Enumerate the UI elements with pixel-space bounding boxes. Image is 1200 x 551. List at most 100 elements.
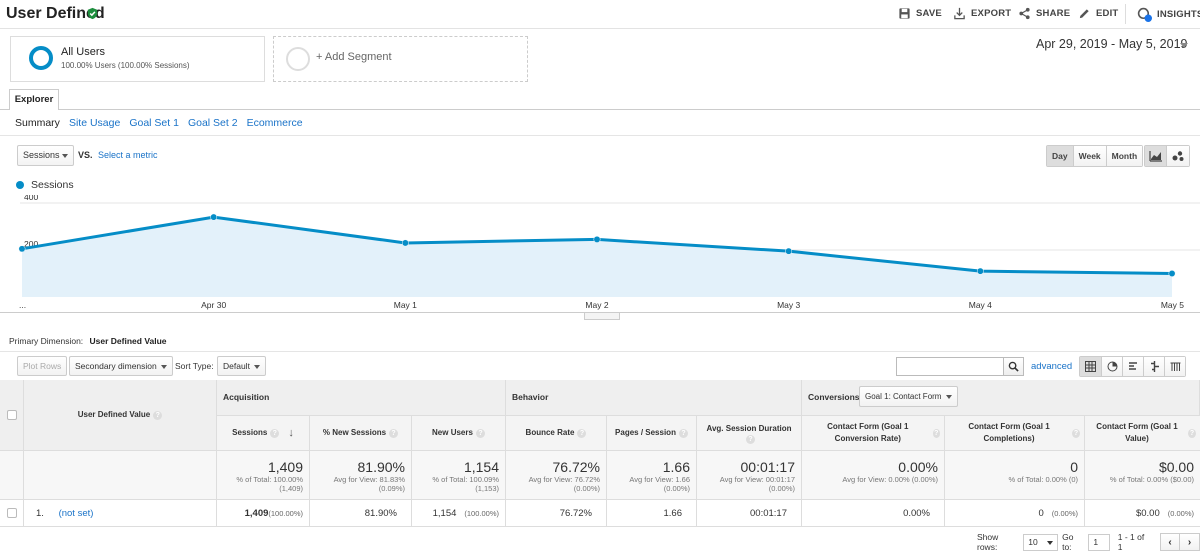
col-label: Contact Form (Goal 1 Completions) [968, 422, 1050, 443]
table-cell: 00:01:17 [697, 500, 802, 527]
show-rows-dropdown[interactable]: 10 [1023, 533, 1059, 551]
sort-type-value: Default [223, 361, 250, 371]
toolbar-divider [0, 351, 1200, 352]
totals-cell: 76.72% Avg for View: 76.72% (0.00%) [506, 451, 607, 500]
save-label: SAVE [916, 8, 942, 19]
primary-dimension-value[interactable]: User Defined Value [89, 336, 167, 346]
total-value: 1,409 [267, 459, 303, 475]
share-label: SHARE [1036, 8, 1071, 19]
total-detail: % of Total: 100.00% (1,409) [236, 475, 303, 493]
help-icon[interactable]: ? [746, 434, 755, 444]
period-week-button[interactable]: Week [1072, 146, 1106, 166]
col-sessions[interactable]: Sessions? ↓ [217, 416, 310, 451]
subtab-summary[interactable]: Summary [15, 117, 60, 129]
data-view-button[interactable] [1080, 357, 1101, 376]
col-bounce-rate[interactable]: Bounce Rate? [506, 416, 607, 451]
total-value: 1,154 [463, 459, 499, 475]
help-icon[interactable]: ? [1187, 428, 1196, 438]
help-icon[interactable]: ? [678, 428, 688, 438]
tab-explorer[interactable]: Explorer [9, 89, 59, 110]
goto-input[interactable]: 1 [1088, 533, 1110, 551]
col-new-sessions[interactable]: % New Sessions? [310, 416, 412, 451]
chart-resize-handle[interactable] [584, 313, 620, 320]
row-checkbox[interactable] [7, 508, 17, 518]
percentage-view-button[interactable] [1101, 357, 1122, 376]
line-chart-button[interactable] [1145, 146, 1167, 166]
table-search-input[interactable] [896, 357, 1024, 376]
performance-view-button[interactable] [1122, 357, 1143, 376]
x-tick-label: May 4 [969, 300, 992, 310]
term-cloud-view-button[interactable] [1164, 357, 1185, 376]
chevron-down-icon [62, 154, 68, 158]
prev-page-button[interactable]: ‹ [1160, 533, 1181, 551]
help-icon[interactable]: ? [475, 428, 485, 438]
total-value: $0.00 [1158, 459, 1194, 475]
select-all-checkbox[interactable] [7, 410, 17, 420]
group-conversions: Conversions Goal 1: Contact Form [802, 380, 1200, 416]
sort-type-dropdown[interactable]: Default [217, 356, 266, 376]
cell-value: 76.72% [559, 508, 592, 519]
cell-value: 0.00% [903, 508, 930, 519]
help-icon[interactable]: ? [153, 410, 163, 420]
total-value: 81.90% [357, 459, 405, 475]
series-area [22, 217, 1172, 297]
table-cell: 81.90% [310, 500, 412, 527]
chevron-down-icon [253, 364, 260, 369]
next-page-button[interactable]: › [1180, 533, 1200, 551]
export-button[interactable]: EXPORT [953, 7, 1011, 20]
help-icon[interactable]: ? [1071, 428, 1080, 438]
advanced-filter-link[interactable]: advanced [1031, 361, 1073, 372]
col-goal1-conversion-rate[interactable]: Contact Form (Goal 1 Conversion Rate)? [802, 416, 945, 451]
help-icon[interactable]: ? [932, 428, 940, 438]
goal-dropdown[interactable]: Goal 1: Contact Form [859, 386, 959, 407]
comparison-view-button[interactable] [1143, 357, 1164, 376]
totals-cell: 00:01:17 Avg for View: 00:01:17 (0.00%) [697, 451, 802, 500]
totals-cell: $0.00% of Total: 0.00% ($0.00) [1085, 451, 1200, 500]
col-label: Sessions [232, 428, 268, 437]
chart-legend: Sessions [16, 179, 74, 191]
chevron-down-icon[interactable] [1180, 43, 1188, 48]
secondary-dimension-label: Secondary dimension [75, 361, 157, 371]
search-button[interactable] [1003, 358, 1023, 375]
subtab-goal-set-1[interactable]: Goal Set 1 [129, 117, 179, 129]
help-icon[interactable]: ? [577, 428, 587, 438]
total-detail: Avg for View: 0.00% (0.00%) [842, 475, 938, 484]
col-avg-session-duration[interactable]: Avg. Session Duration? [697, 416, 802, 451]
share-button[interactable]: SHARE [1018, 7, 1070, 20]
legend-marker [16, 181, 24, 189]
help-icon[interactable]: ? [270, 428, 280, 438]
add-segment-button[interactable]: + Add Segment [273, 36, 528, 82]
help-icon[interactable]: ? [389, 428, 399, 438]
date-range-picker[interactable]: Apr 29, 2019 - May 5, 2019 [1036, 37, 1188, 51]
col-goal1-value[interactable]: Contact Form (Goal 1 Value)? [1085, 416, 1200, 451]
total-detail: % of Total: 0.00% (0) [1008, 475, 1078, 484]
metric-dropdown[interactable]: Sessions [17, 145, 74, 166]
cell-value: 1,154 [432, 508, 457, 519]
subtab-ecommerce[interactable]: Ecommerce [246, 117, 303, 129]
subtab-site-usage[interactable]: Site Usage [68, 117, 121, 129]
col-goal1-completions[interactable]: Contact Form (Goal 1 Completions)? [945, 416, 1085, 451]
save-button[interactable]: SAVE [898, 7, 942, 20]
insights-button[interactable]: INSIGHTS [1137, 7, 1200, 22]
col-new-users[interactable]: New Users? [412, 416, 506, 451]
totals-cell: 1,154% of Total: 100.09% (1,153) [412, 451, 506, 500]
totals-label-cell [24, 451, 217, 500]
edit-button[interactable]: EDIT [1078, 7, 1118, 20]
data-point [976, 267, 984, 275]
secondary-dimension-dropdown[interactable]: Secondary dimension [69, 356, 173, 376]
col-pages-per-session[interactable]: Pages / Session? [607, 416, 697, 451]
total-value: 1.66 [662, 459, 690, 475]
dimension-header[interactable]: User Defined Value? [24, 380, 217, 451]
show-rows-label: Show rows: [977, 532, 999, 551]
plot-rows-button[interactable]: Plot Rows [17, 356, 68, 376]
comparison-icon [1150, 361, 1159, 372]
subtab-goal-set-2[interactable]: Goal Set 2 [187, 117, 238, 129]
motion-chart-button[interactable] [1167, 146, 1189, 166]
table-cell: 1,409(100.00%) [217, 500, 310, 527]
primary-dimension-label: Primary Dimension: [9, 336, 84, 346]
select-metric-link[interactable]: Select a metric [98, 150, 158, 160]
period-day-button[interactable]: Day [1047, 146, 1073, 166]
segment-all-users[interactable]: All Users 100.00% Users (100.00% Session… [10, 36, 265, 82]
row-dimension-link[interactable]: (not set) [58, 508, 94, 519]
period-month-button[interactable]: Month [1105, 146, 1143, 166]
